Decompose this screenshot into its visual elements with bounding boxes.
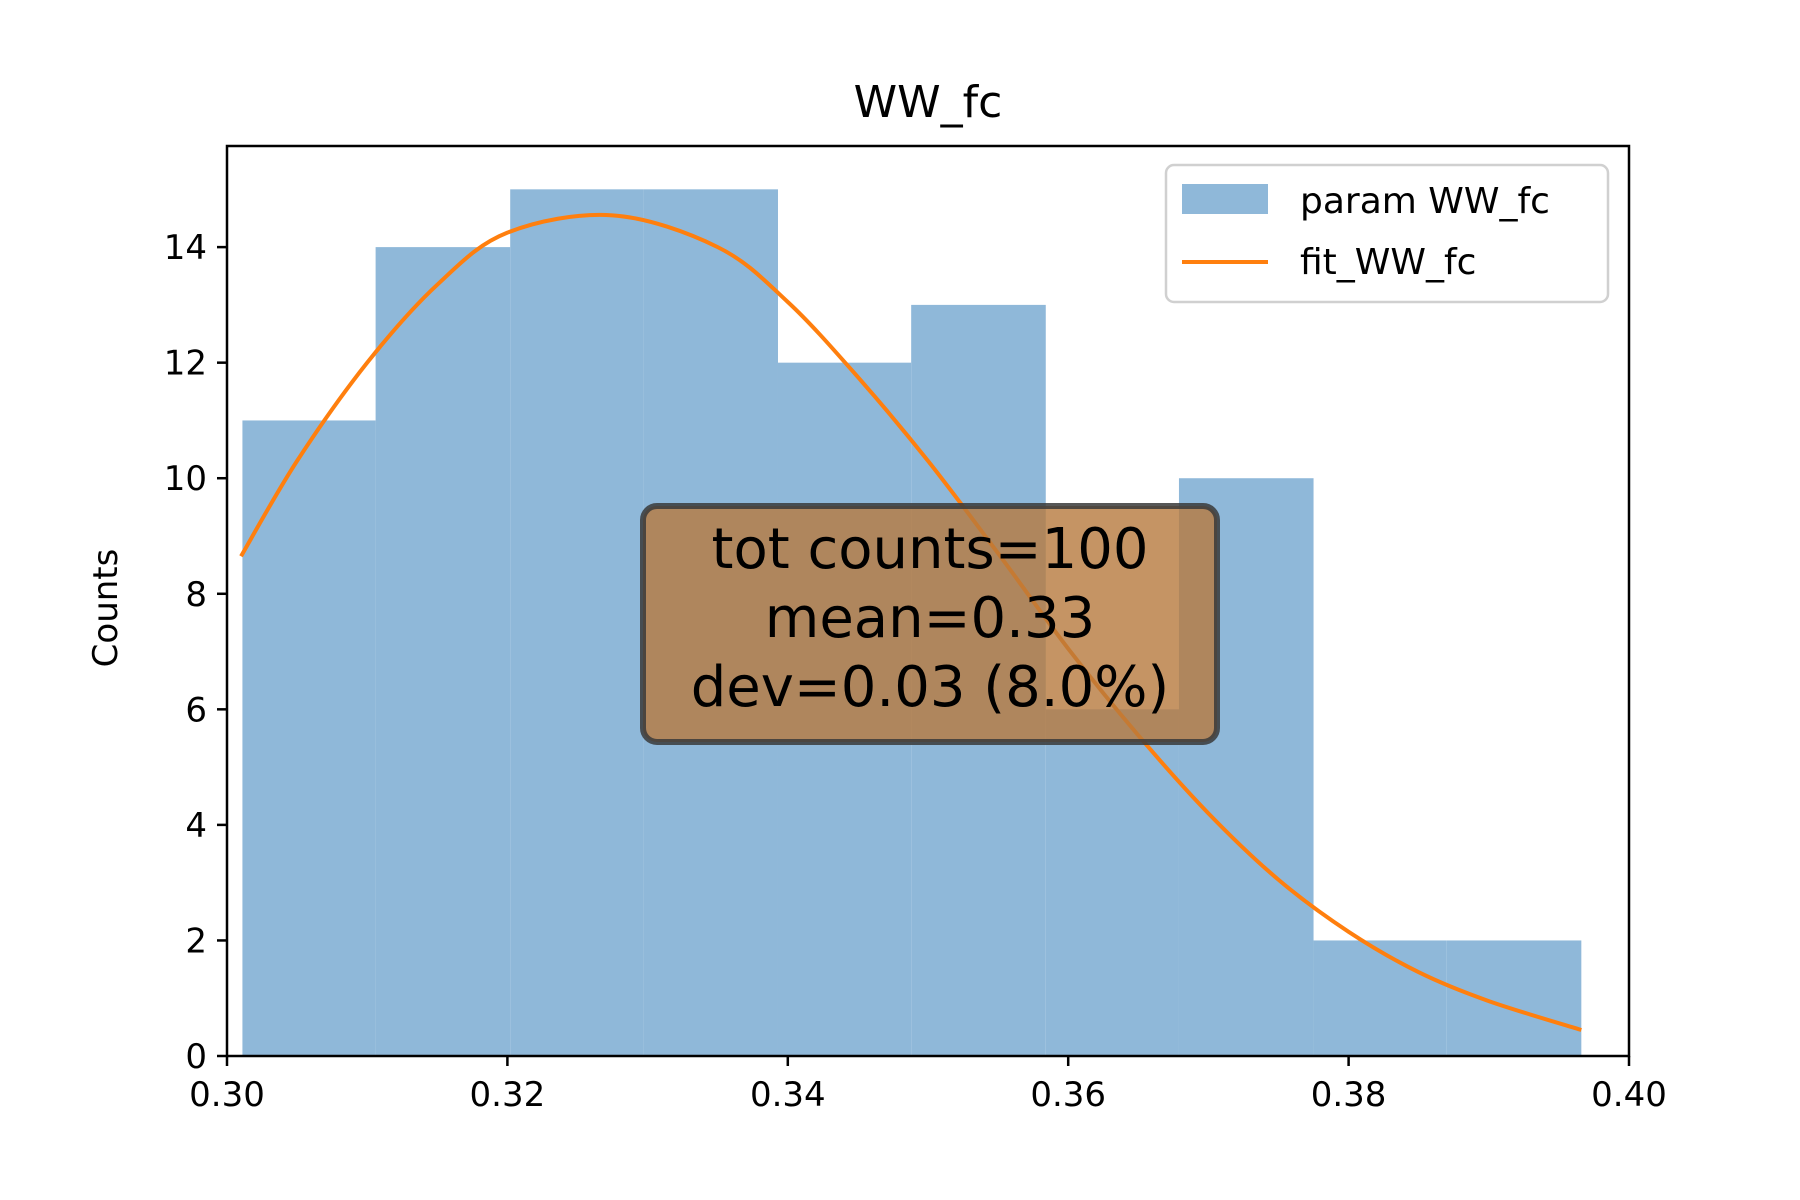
stats-box	[640, 503, 1220, 745]
y-tick-label: 4	[185, 806, 207, 846]
x-axis-ticks: 0.30 0.32 0.34 0.36 0.38 0.40	[189, 1056, 1667, 1115]
stats-line-mean: mean=0.33	[765, 586, 1095, 651]
legend-swatch-histogram	[1182, 184, 1268, 214]
plot-frame	[225, 144, 1631, 1058]
y-tick-label: 6	[185, 690, 207, 730]
y-tick-label: 14	[164, 228, 207, 268]
x-tick-label: 0.36	[1030, 1075, 1106, 1115]
x-tick-label: 0.38	[1311, 1075, 1387, 1115]
stats-line-counts: tot counts=100	[712, 517, 1149, 582]
legend-label-histogram: param WW_fc	[1300, 181, 1550, 222]
fit-curve	[239, 212, 1582, 1032]
histogram-bar	[510, 189, 644, 1057]
x-tick-label: 0.32	[470, 1075, 546, 1115]
histogram-bar	[242, 420, 376, 1056]
y-axis-label: Counts	[86, 549, 126, 668]
histogram-bar	[1446, 940, 1582, 1056]
histogram-bar	[1313, 940, 1447, 1056]
x-tick-label: 0.40	[1591, 1075, 1667, 1115]
x-tick-label: 0.30	[189, 1075, 265, 1115]
x-tick-label: 0.34	[750, 1075, 826, 1115]
histogram-bar	[1045, 709, 1179, 1056]
legend: param WW_fc fit_WW_fc	[1164, 163, 1610, 304]
chart-title: WW_fc	[854, 77, 1003, 128]
histogram-bar	[375, 247, 511, 1057]
y-tick-label: 0	[185, 1037, 207, 1077]
legend-box	[1164, 163, 1610, 304]
y-tick-label: 10	[164, 459, 207, 499]
y-tick-label: 12	[164, 344, 207, 384]
stats-line-dev: dev=0.03 (8.0%)	[691, 655, 1170, 720]
y-axis-ticks: 0 2 4 6 8 10 12 14	[164, 228, 227, 1077]
legend-label-fit: fit_WW_fc	[1300, 242, 1476, 283]
y-tick-label: 2	[185, 921, 207, 961]
stats-annotation: tot counts=100 mean=0.33 dev=0.03 (8.0%)	[640, 503, 1220, 745]
y-tick-label: 8	[185, 575, 207, 615]
